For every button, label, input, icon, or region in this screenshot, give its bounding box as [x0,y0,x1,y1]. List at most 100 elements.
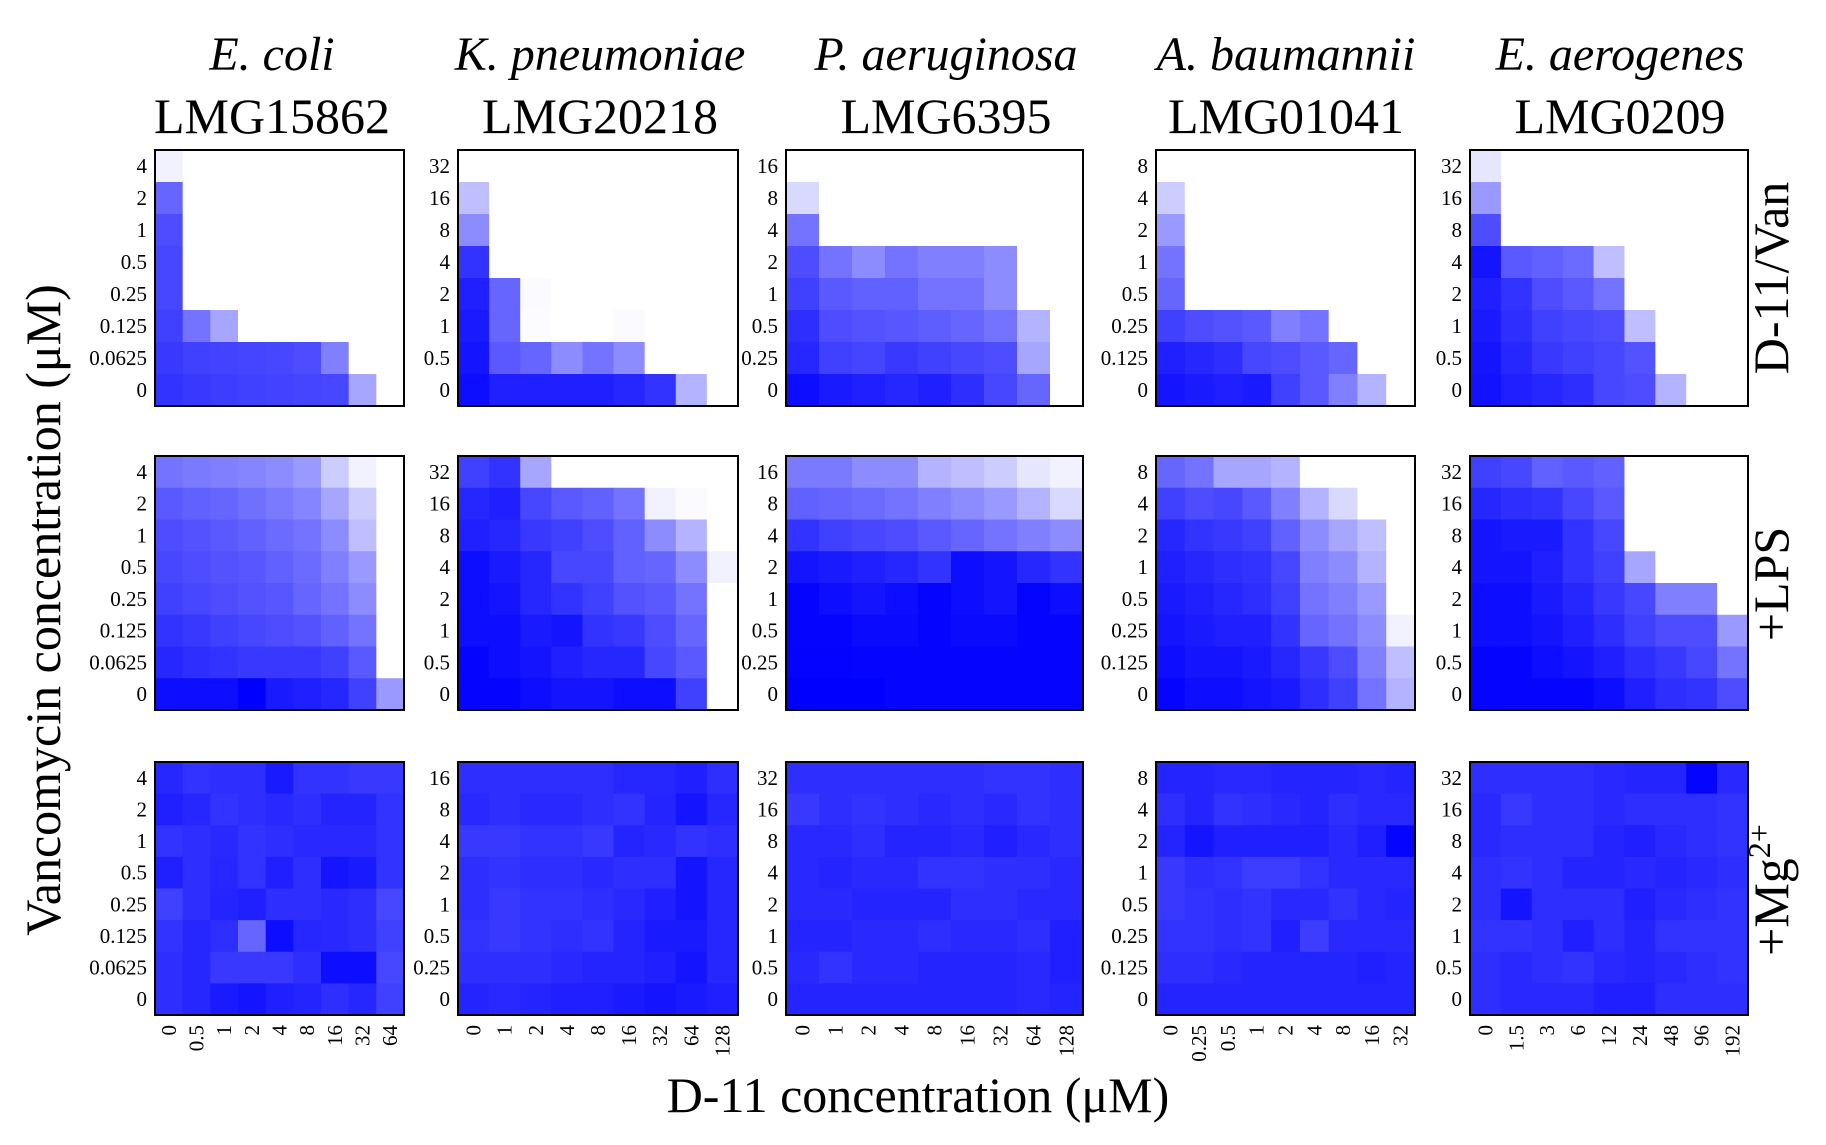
heatmap-cell [706,456,739,489]
heatmap-cell [675,614,708,648]
heatmap-cell [1562,583,1595,616]
heatmap-cell [1184,214,1215,247]
heatmap-cell [1717,374,1749,407]
heatmap-cell [1531,762,1564,795]
y-tick-label: 0.0625 [89,650,147,674]
heatmap-cell [458,856,490,890]
heatmap-cell [918,678,952,711]
heatmap-cell [885,487,919,521]
heatmap-cell [210,487,239,521]
heatmap-cell [918,983,952,1016]
heatmap-cell [1156,856,1186,890]
y-tick-label: 8 [440,523,451,547]
heatmap-cell [1328,888,1359,921]
heatmap-cell [210,920,239,953]
x-tick-label: 2 [240,1025,264,1036]
heatmap-cell [1562,856,1595,890]
heatmap-cell [155,825,184,858]
heatmap-cell [1156,678,1186,711]
heatmap-cell [613,614,646,648]
heatmap-cell [520,551,552,584]
heatmap-cell [265,888,294,921]
heatmap-cell [1242,150,1272,183]
heatmap-cell [1299,920,1330,953]
heatmap-cell [1470,342,1502,375]
heatmap-cell [582,214,615,247]
heatmap-cell [613,793,646,826]
heatmap-cell [819,278,853,311]
heatmap-cell [819,246,853,279]
heatmap-cell [951,583,985,616]
heatmap-cell [706,519,739,552]
heatmap-cell [1593,519,1626,552]
y-tick-label: 32 [1441,766,1462,790]
heatmap-cell [786,583,820,616]
heatmap-cell [1017,182,1051,215]
heatmap-cell [918,487,952,521]
heatmap-cell [675,278,708,311]
heatmap-cell [1470,456,1502,489]
heatmap-cell [1328,825,1359,858]
heatmap-cell [918,646,952,679]
heatmap-cell [458,951,490,984]
heatmap-cell [348,551,377,584]
heatmap-cell [1624,374,1656,407]
heatmap-cell [182,678,211,711]
heatmap-cell [852,614,886,648]
heatmap-cell [376,246,405,279]
column-species-label: P. aeruginosa [813,28,1077,81]
y-tick-label: 1 [440,892,451,916]
heatmap-cell [1242,182,1272,215]
heatmap-cell [1328,214,1359,247]
heatmap-cell [293,920,322,953]
heatmap-cell [265,856,294,890]
heatmap-cell [551,614,584,648]
heatmap-cell [1562,951,1595,984]
heatmap-cell [1184,793,1215,826]
heatmap-panel: 8 4 2 1 0.5 0.25 0.125 0 [1101,149,1416,407]
heatmap-cell [1386,762,1416,795]
heatmap-cell [1624,678,1656,711]
heatmap-cell [852,678,886,711]
panel-border [1469,455,1749,711]
heatmap-cell [265,182,294,215]
y-tick-label: 0.25 [1111,924,1148,948]
heatmap-cell [348,456,377,489]
heatmap-cell [238,920,267,953]
heatmap-cell [1328,983,1359,1016]
heatmap-cell [1328,182,1359,215]
y-tick-label: 8 [768,492,779,516]
heatmap-cell [551,646,584,679]
heatmap-cell [675,519,708,552]
x-tick-label: 16 [1360,1025,1384,1046]
heatmap-cell [1593,487,1626,521]
heatmap-cell [1242,888,1272,921]
heatmap-cell [1470,793,1502,826]
y-tick-label: 0.5 [1122,282,1148,306]
y-tick-label: 1 [1452,314,1463,338]
heatmap-cell [984,214,1018,247]
y-tick-label: 0.5 [121,250,147,274]
heatmap-cell [1050,646,1084,679]
heatmap-cell [348,278,377,311]
x-tick-label: 0.5 [185,1025,209,1051]
heatmap-cell [613,246,646,279]
heatmap-cell [489,342,521,375]
heatmap-cell [1470,487,1502,521]
heatmap-cell [644,456,677,489]
heatmap-cell [1470,551,1502,584]
y-tick-label: 8 [1452,523,1463,547]
heatmap-panels: 4210.50.250.1250.06250321684210.50168421… [89,149,1749,1062]
y-tick-label: 0.25 [413,956,450,980]
heatmap-cell [852,456,886,489]
heatmap-cell [1386,342,1416,375]
heatmap-cell [1357,793,1387,826]
heatmap-cell [321,278,350,311]
heatmap-cell [675,888,708,921]
heatmap-cell [951,278,985,311]
heatmap-cell [1017,983,1051,1016]
heatmap-cell [1017,678,1051,711]
heatmap-cell [551,278,584,311]
heatmap-cell [786,793,820,826]
